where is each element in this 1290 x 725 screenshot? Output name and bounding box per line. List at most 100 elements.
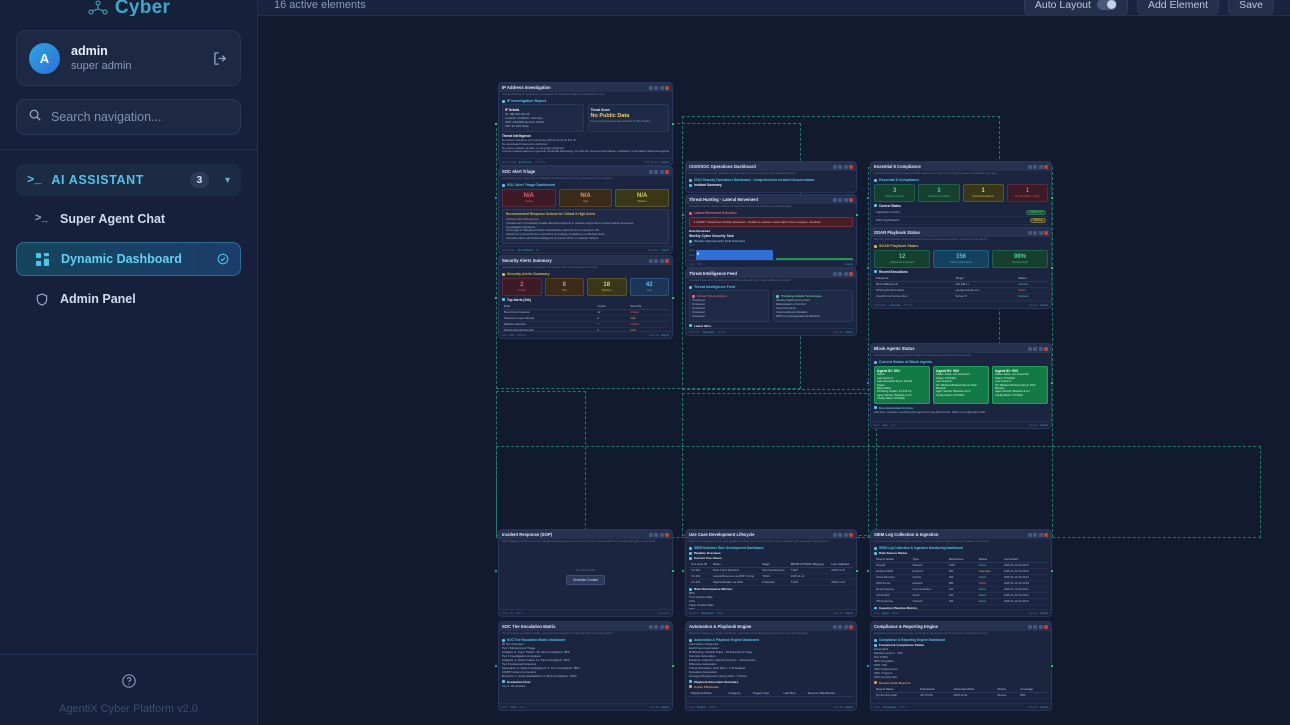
auto-layout-toggle[interactable]: Auto Layout [1023, 0, 1128, 15]
panel-header[interactable]: Block Agents Status [871, 344, 1051, 353]
footer-chip[interactable]: View All [1028, 705, 1038, 709]
footer-chip[interactable]: Pipeline [689, 611, 699, 615]
connector-handle[interactable] [494, 196, 498, 200]
footer-chip[interactable]: 24h [502, 333, 507, 337]
footer-chip[interactable]: SOAR [708, 705, 716, 709]
connector-handle[interactable] [866, 196, 870, 200]
connector-handle[interactable] [681, 213, 685, 217]
panel-use-case-development-lifecycle[interactable]: Use Case Development Lifecycle Detection… [685, 529, 857, 617]
close-icon[interactable] [849, 164, 853, 169]
sidebar-item-dynamic-dashboard[interactable]: Dynamic Dashboard [16, 242, 241, 276]
panel-header[interactable]: Threat Intelligence Feed [686, 269, 856, 278]
footer-chip[interactable]: GRC [899, 705, 906, 709]
expand-icon[interactable] [838, 624, 842, 629]
footer-chip[interactable]: View All [833, 611, 843, 615]
footer-chip[interactable]: Export [1040, 611, 1049, 615]
settings-icon[interactable] [1038, 164, 1043, 169]
close-icon[interactable] [1044, 230, 1048, 235]
close-icon[interactable] [1044, 346, 1048, 351]
footer-chip[interactable]: Export [845, 611, 854, 615]
expand-icon[interactable] [654, 169, 658, 174]
panel-controls[interactable] [832, 197, 853, 202]
footer-chip[interactable]: View All [1028, 423, 1038, 427]
close-icon[interactable] [849, 271, 853, 276]
minimize-icon[interactable] [832, 197, 837, 202]
minimize-icon[interactable] [648, 169, 653, 174]
panel-controls[interactable] [648, 624, 669, 629]
connector-handle[interactable] [671, 569, 675, 573]
settings-icon[interactable] [843, 624, 848, 629]
footer-chip[interactable]: View All [833, 705, 843, 709]
minimize-icon[interactable] [1027, 230, 1032, 235]
connector-handle[interactable] [671, 296, 675, 300]
footer-chip[interactable]: 24h SOAR [874, 303, 887, 307]
footer-chip[interactable]: Tiers [510, 705, 517, 709]
help-circle-icon[interactable] [121, 673, 137, 689]
expand-icon[interactable] [654, 624, 658, 629]
expand-icon[interactable] [838, 197, 842, 202]
panel-controls[interactable] [832, 624, 853, 629]
panel-automation-playbook-engine[interactable]: Automation & Playbook Engine Playbook ca… [685, 621, 857, 711]
minimize-icon[interactable] [1027, 346, 1032, 351]
settings-icon[interactable] [659, 532, 664, 537]
connector-handle[interactable] [494, 664, 498, 668]
connector-handle[interactable] [866, 266, 870, 270]
settings-icon[interactable] [1038, 624, 1043, 629]
panel-controls[interactable] [648, 532, 669, 537]
panel-header[interactable]: CISO/SOC Operations Dashboard [686, 162, 856, 171]
save-button[interactable]: Save [1228, 0, 1274, 15]
expand-icon[interactable] [654, 258, 658, 263]
connector-handle[interactable] [1050, 664, 1054, 668]
settings-icon[interactable] [843, 271, 848, 276]
panel-header[interactable]: IP Address Investigation [499, 83, 672, 92]
user-card[interactable]: A admin super admin [16, 30, 241, 86]
panel-header[interactable]: SOC Tier Escalation Matrix [499, 622, 672, 631]
connector-handle[interactable] [494, 296, 498, 300]
connector-handle[interactable] [866, 569, 870, 573]
footer-chip[interactable]: Engine [697, 705, 706, 709]
panel-soc-tier-escalation-matrix[interactable]: SOC Tier Escalation Matrix Tiered analys… [498, 621, 673, 711]
expand-icon[interactable] [1033, 624, 1037, 629]
footer-chip[interactable]: Export [1040, 303, 1049, 307]
footer-chip[interactable]: Hunt [689, 262, 695, 266]
panel-siem-log-collection-ingestion[interactable]: SIEM Log Collection & Ingestion Log sour… [870, 529, 1052, 617]
close-icon[interactable] [849, 197, 853, 202]
close-icon[interactable] [849, 532, 853, 537]
footer-chip[interactable]: TTL 30m [534, 160, 546, 164]
connector-handle[interactable] [1050, 381, 1054, 385]
settings-icon[interactable] [659, 85, 664, 90]
footer-chip[interactable]: Export [845, 330, 854, 334]
expand-icon[interactable] [1033, 164, 1037, 169]
panel-security-alerts-summary[interactable]: Security Alerts Summary Aggregated alert… [498, 255, 673, 339]
footer-chip[interactable]: IPv4 Details [502, 160, 516, 164]
expand-icon[interactable] [838, 271, 842, 276]
panel-controls[interactable] [832, 532, 853, 537]
expand-icon[interactable] [838, 164, 842, 169]
footer-chip[interactable]: Generate [658, 611, 669, 615]
connector-handle[interactable] [855, 213, 859, 217]
generate-content-button[interactable]: Generate Content [565, 574, 606, 585]
close-icon[interactable] [665, 624, 669, 629]
expand-icon[interactable] [1033, 230, 1037, 235]
minimize-icon[interactable] [1027, 164, 1032, 169]
settings-icon[interactable] [1038, 532, 1043, 537]
footer-chip[interactable]: Enrichment [518, 160, 532, 164]
expand-icon[interactable] [838, 532, 842, 537]
minimize-icon[interactable] [648, 532, 653, 537]
footer-chip[interactable]: Live [509, 333, 515, 337]
connector-handle[interactable] [855, 569, 859, 573]
footer-chip[interactable]: TTL 1h [717, 330, 726, 334]
panel-essential-8-compliance[interactable]: Essential 8 Compliance ACSC Essential Ei… [870, 161, 1052, 239]
panel-header[interactable]: Incident Response (SOP) [499, 530, 672, 539]
add-element-button[interactable]: Add Element [1136, 0, 1220, 15]
panel-controls[interactable] [832, 164, 853, 169]
panel-controls[interactable] [648, 85, 669, 90]
settings-icon[interactable] [843, 197, 848, 202]
footer-chip[interactable]: View All [649, 705, 659, 709]
footer-chip[interactable]: SOC [502, 705, 508, 709]
panel-header[interactable]: SIEM Log Collection & Ingestion [871, 530, 1051, 539]
close-icon[interactable] [1044, 624, 1048, 629]
panel-header[interactable]: Essential 8 Compliance [871, 162, 1051, 171]
minimize-icon[interactable] [832, 164, 837, 169]
minimize-icon[interactable] [648, 258, 653, 263]
